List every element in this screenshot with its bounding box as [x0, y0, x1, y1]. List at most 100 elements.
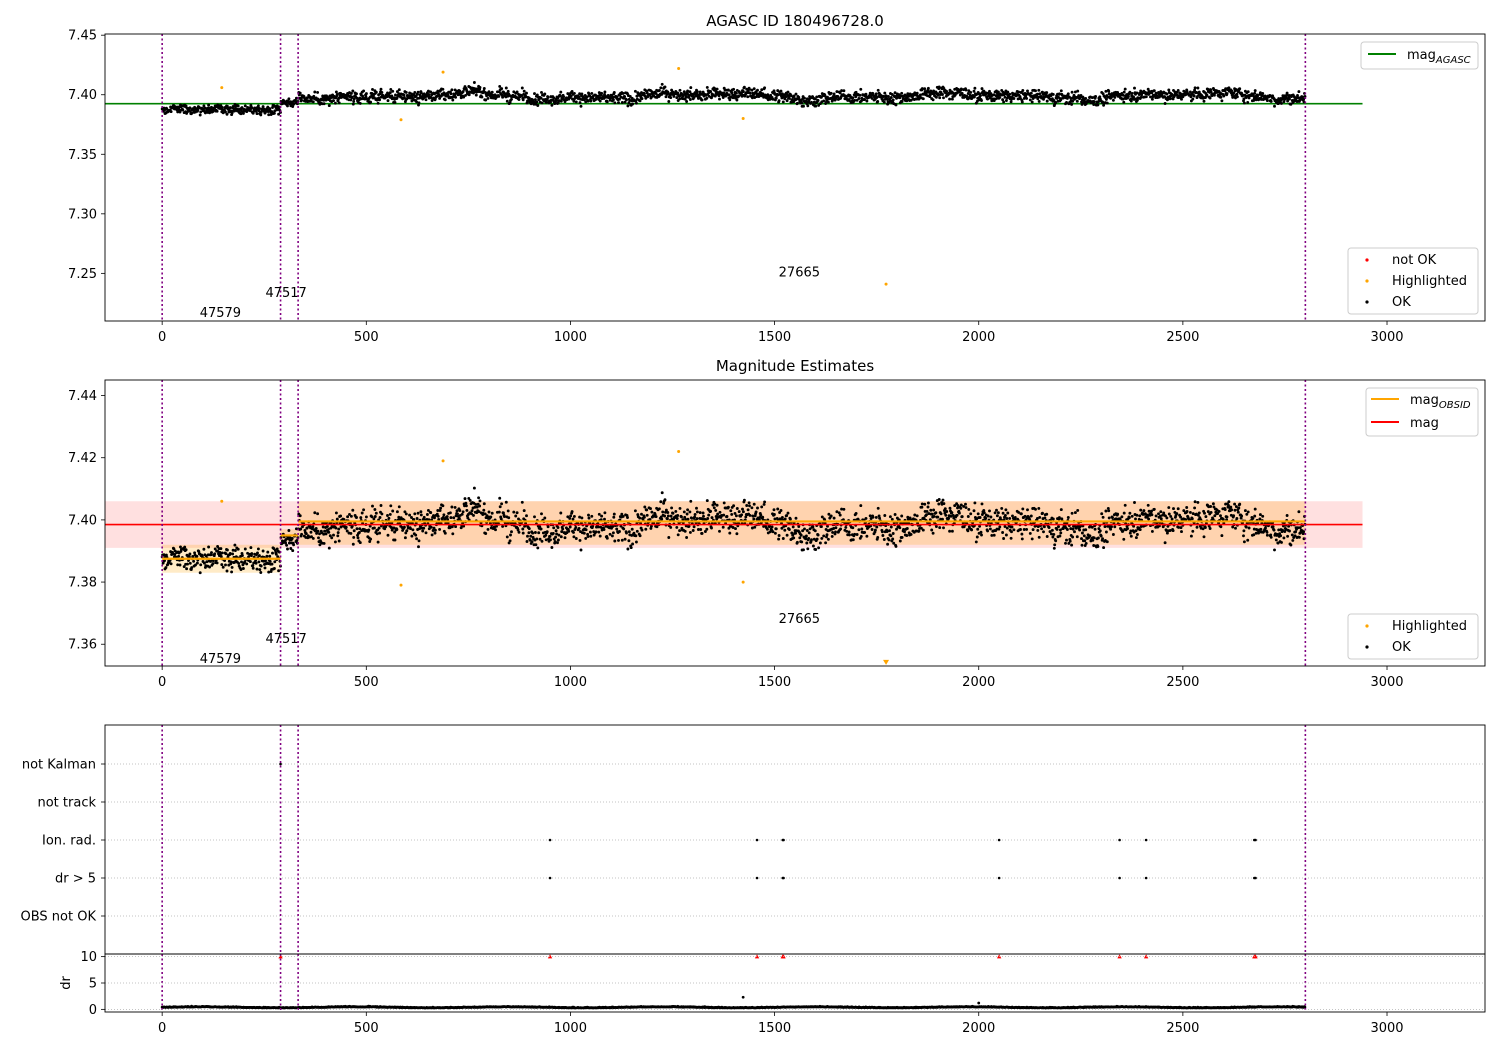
ok-point	[303, 528, 307, 532]
p2-xtick-label: 3000	[1370, 675, 1403, 690]
ok-point	[756, 506, 759, 510]
ok-point	[1139, 508, 1143, 512]
ok-point	[630, 527, 634, 531]
ok-point	[197, 550, 201, 553]
ok-point	[787, 528, 791, 531]
ok-point	[1102, 103, 1106, 107]
ok-point	[700, 98, 704, 102]
ok-point	[1191, 512, 1195, 516]
ok-point	[695, 517, 699, 521]
ok-point	[473, 505, 477, 509]
ok-point	[521, 531, 525, 535]
ok-point	[1157, 512, 1160, 516]
ok-point	[286, 104, 289, 108]
ok-point	[505, 535, 509, 539]
ok-point	[514, 514, 518, 518]
ok-point	[827, 512, 831, 516]
ok-point	[1030, 100, 1034, 104]
ok-point	[1193, 88, 1197, 92]
ok-point	[728, 98, 732, 102]
flag-point	[279, 762, 282, 766]
ok-point	[779, 89, 783, 93]
ok-point	[669, 96, 673, 100]
ok-point	[640, 512, 643, 516]
ok-point	[509, 533, 512, 537]
ok-point	[989, 515, 993, 519]
ok-point	[364, 515, 368, 519]
ok-point	[1167, 506, 1171, 510]
p2-xtick-label: 1500	[758, 675, 791, 690]
ok-point	[657, 89, 661, 92]
ok-point	[1082, 534, 1086, 538]
ok-point	[1002, 100, 1006, 104]
ok-point	[270, 562, 274, 566]
ok-point	[834, 530, 837, 534]
ok-point	[220, 551, 224, 555]
ok-point	[1219, 525, 1223, 529]
ok-point	[891, 537, 895, 541]
ok-point	[572, 530, 575, 534]
ok-point	[730, 512, 734, 516]
ok-point	[1247, 526, 1251, 530]
ok-point	[895, 527, 898, 531]
ok-point	[332, 533, 335, 537]
ok-point	[615, 95, 619, 99]
ok-point	[210, 105, 213, 109]
ok-point	[671, 511, 675, 515]
ok-point	[1283, 530, 1287, 533]
ok-point	[868, 514, 872, 518]
ok-point	[1006, 511, 1010, 515]
ok-point	[972, 89, 976, 93]
ok-point	[570, 90, 574, 93]
ok-point	[536, 104, 540, 107]
ok-point	[164, 566, 168, 570]
ok-point	[256, 104, 260, 108]
ok-point	[202, 561, 206, 565]
ok-point	[1229, 505, 1233, 509]
ok-point	[713, 502, 717, 506]
ok-point	[710, 516, 714, 520]
ok-point	[457, 517, 461, 520]
ok-point	[942, 502, 946, 506]
ok-point	[993, 511, 997, 515]
ok-point	[678, 529, 682, 533]
p2-ytick-label: 7.38	[68, 576, 97, 591]
ok-point	[172, 547, 176, 551]
ok-point	[1083, 539, 1087, 543]
ok-point	[678, 88, 682, 92]
ok-point	[300, 532, 304, 536]
ok-point	[785, 514, 789, 518]
ok-point	[685, 100, 689, 103]
ok-point	[1256, 94, 1260, 98]
ok-point	[1009, 100, 1013, 104]
ok-point	[196, 108, 200, 112]
ok-point	[888, 515, 892, 519]
ok-point	[456, 512, 459, 516]
ok-point	[777, 534, 781, 537]
ok-point	[559, 535, 563, 539]
ok-point	[292, 102, 296, 106]
ok-point	[374, 511, 378, 515]
ok-point	[555, 532, 559, 536]
ok-point	[1271, 525, 1275, 529]
ok-point	[1232, 514, 1236, 518]
ok-point	[588, 530, 592, 534]
ok-point	[785, 533, 789, 537]
ok-point	[559, 511, 563, 515]
ok-point	[1211, 502, 1215, 506]
ok-point	[948, 97, 952, 101]
ok-point	[578, 101, 582, 105]
ok-point	[557, 99, 561, 103]
ok-point	[373, 515, 377, 518]
ok-point	[412, 517, 416, 521]
ok-point	[1038, 92, 1042, 96]
ok-point	[195, 561, 199, 565]
ok-point	[1242, 534, 1245, 538]
ok-point	[210, 551, 213, 555]
ok-point	[932, 514, 936, 518]
ok-point	[917, 529, 921, 533]
ok-point	[979, 94, 982, 97]
ok-point	[691, 529, 695, 532]
